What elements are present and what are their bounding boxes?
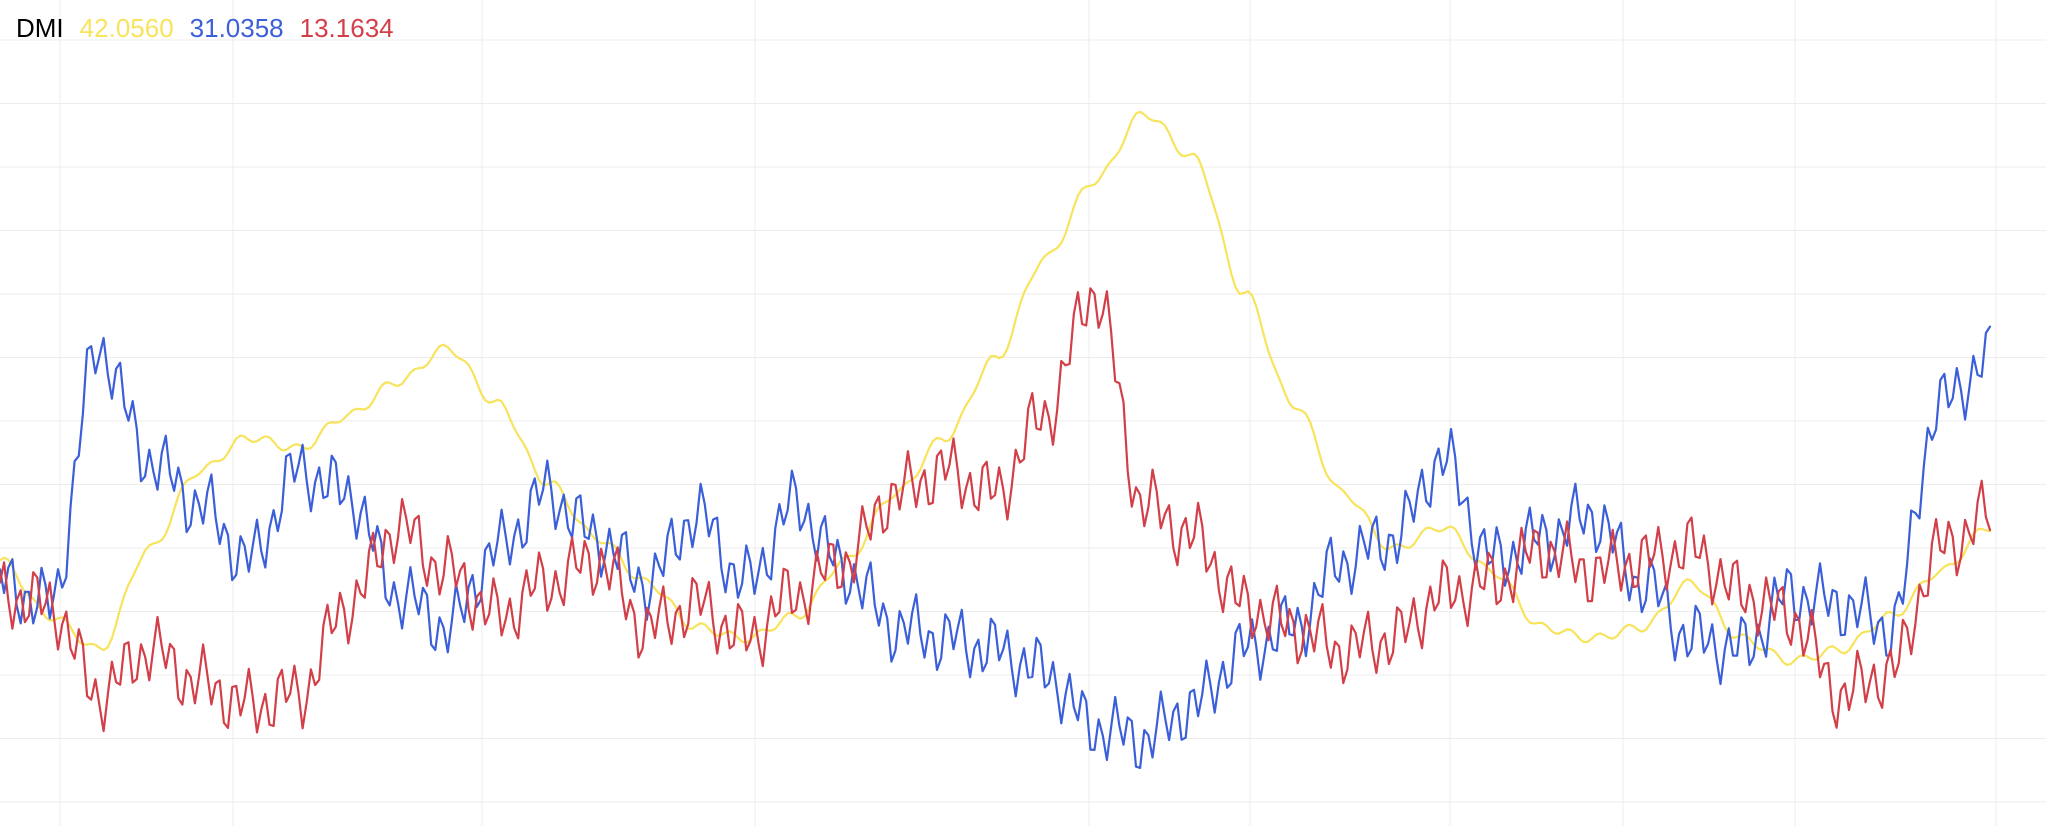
minus-di-value: 13.1634 xyxy=(299,13,394,43)
plus-di-line xyxy=(0,325,1992,769)
adx-value: 42.0560 xyxy=(79,13,174,43)
legend: DMI 42.0560 31.0358 13.1634 xyxy=(16,12,394,44)
series-lines xyxy=(0,110,1992,769)
plus-di-value: 31.0358 xyxy=(189,13,284,43)
adx-line xyxy=(0,110,1992,666)
minus-di-line xyxy=(0,287,1992,734)
indicator-name: DMI xyxy=(16,13,64,43)
